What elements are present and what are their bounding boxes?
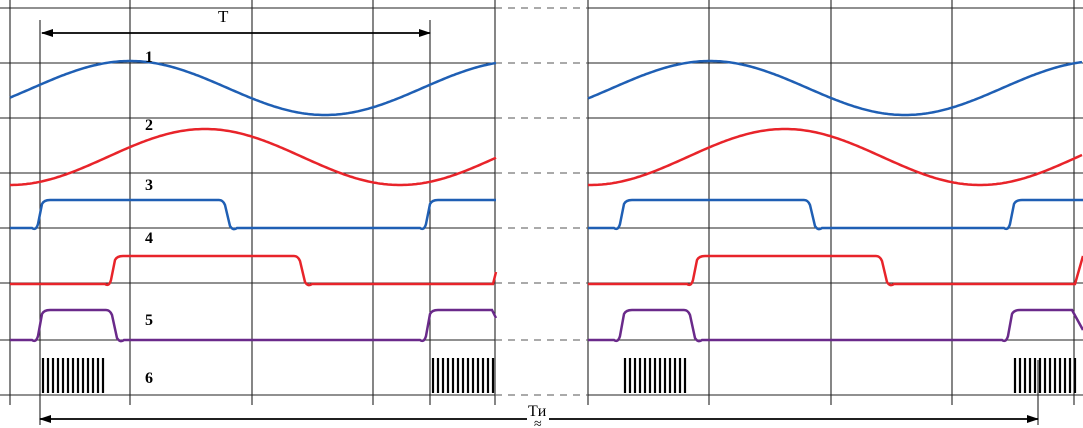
waveform-1-left bbox=[9, 59, 497, 117]
waveforms bbox=[9, 59, 1083, 343]
curve-label-5: 5 bbox=[145, 312, 153, 329]
curve-label-2: 2 bbox=[145, 117, 153, 134]
pulse-bursts-6 bbox=[41, 358, 1077, 393]
waveform-5-right bbox=[588, 308, 1083, 343]
waveform-4-left bbox=[10, 254, 498, 287]
gap-dashed-lines bbox=[39, 7, 1039, 425]
pulse-period-label-bg bbox=[527, 410, 549, 426]
waveform-2-right bbox=[588, 127, 1083, 187]
waveform-2-left bbox=[10, 127, 497, 187]
curve-label-1: 1 bbox=[145, 49, 153, 66]
waveform-3-right bbox=[588, 198, 1083, 231]
waveform-1-right bbox=[587, 59, 1083, 117]
waveform-3-left bbox=[10, 198, 496, 231]
curve-label-4: 4 bbox=[145, 230, 153, 247]
waveform-5-left bbox=[10, 308, 498, 343]
grid-right-panel bbox=[587, 0, 1083, 405]
pulse-period-label: Tи bbox=[528, 403, 547, 420]
period-label: T bbox=[218, 7, 229, 26]
grid-left-panel bbox=[0, 0, 496, 405]
axis-break-mark: ≈ bbox=[534, 417, 542, 428]
curve-label-6: 6 bbox=[145, 370, 153, 387]
curve-label-3: 3 bbox=[145, 177, 153, 194]
waveform-4-right bbox=[588, 254, 1083, 287]
